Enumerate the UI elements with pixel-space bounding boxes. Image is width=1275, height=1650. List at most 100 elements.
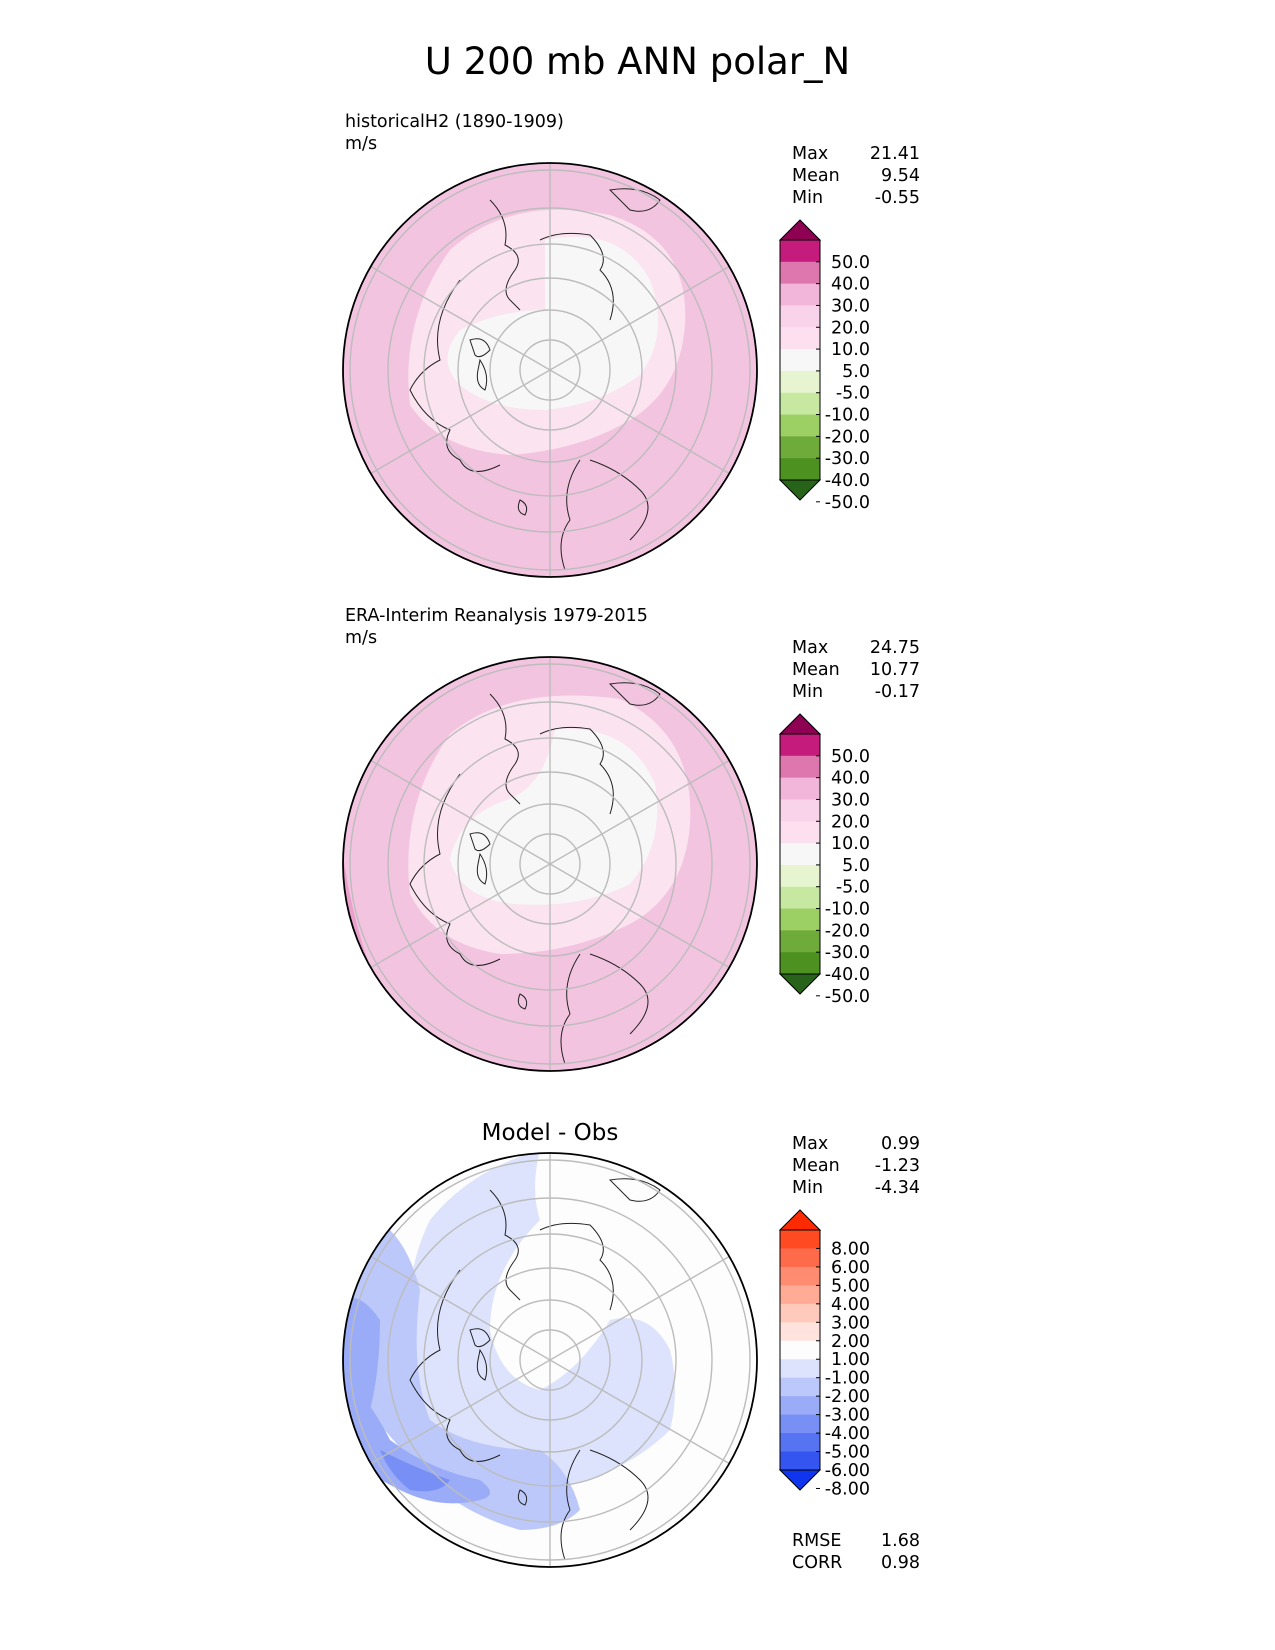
stat-mean: Mean 10.77 [792, 660, 920, 680]
colorbar-swatch [780, 1396, 820, 1416]
colorbar-tick-label: 50.0 [831, 253, 870, 273]
colorbar-tick-label: -30.0 [825, 943, 870, 963]
figure-title: U 200 mb ANN polar_N [424, 40, 851, 83]
colorbar-tick-label: -5.00 [825, 1443, 870, 1463]
colorbar-tick-label: -3.00 [825, 1406, 870, 1426]
stat-max: Max 24.75 [792, 638, 920, 658]
colorbar-tick-label: -40.0 [825, 965, 870, 985]
stat-mean: Mean -1.23 [792, 1156, 920, 1176]
stat-min: Min -0.55 [792, 188, 920, 208]
colorbar-swatch [780, 799, 820, 822]
colorbar-extend-max [778, 713, 822, 735]
colorbar-tick-label: 20.0 [831, 812, 870, 832]
colorbar-swatch [780, 843, 820, 866]
colorbar-swatch [780, 777, 820, 800]
colorbar-swatch [780, 1451, 820, 1471]
polar-map [342, 1152, 758, 1568]
colorbar-swatch [780, 370, 820, 394]
colorbar-tick-label: -30.0 [825, 449, 870, 469]
colorbar-swatch [780, 864, 820, 888]
panel-obs: ERA-Interim Reanalysis 1979-2015 m/s Max… [0, 494, 1275, 1072]
stats-block: Max 24.75 Mean 10.77 Min -0.17 [792, 637, 920, 703]
colorbar-tick-label: 40.0 [831, 769, 870, 789]
stat-max: Max 21.41 [792, 144, 920, 164]
stats-block: Max 0.99 Mean -1.23 Min -4.34 [792, 1133, 920, 1199]
colorbar-tick-label: 6.00 [831, 1258, 870, 1278]
colorbar-tick-label: -50.0 [825, 987, 870, 1007]
colorbar-tick-label: -6.00 [825, 1461, 870, 1481]
colorbar-swatch [780, 392, 820, 416]
colorbar-swatch [780, 930, 820, 953]
colorbar-tick-label: 20.0 [831, 318, 870, 338]
stat-mean: Mean 9.54 [792, 166, 920, 186]
panel-title: Model - Obs [481, 1120, 619, 1146]
colorbar: 8.006.005.004.003.002.001.00-1.00-2.00-3… [778, 1209, 870, 1499]
colorbar-swatch [780, 1230, 820, 1249]
colorbar-tick-label: -10.0 [825, 406, 870, 426]
colorbar-swatch [780, 305, 820, 328]
metric-rmse: RMSE 1.68 [792, 1531, 920, 1551]
colorbar-tick-label: -20.0 [825, 921, 870, 941]
colorbar-extend-max [778, 1209, 822, 1231]
colorbar-swatch [780, 734, 820, 757]
colorbar-tick-label: -5.0 [836, 384, 870, 404]
colorbar-tick-label: 2.00 [831, 1332, 870, 1352]
colorbar-swatch [780, 327, 820, 350]
colorbar-tick-label: -50.0 [825, 493, 870, 513]
stat-min: Min -0.17 [792, 682, 920, 702]
colorbar: 50.040.030.020.010.05.0-5.0-10.0-20.0-30… [778, 713, 870, 1007]
colorbar-tick-label: 30.0 [831, 790, 870, 810]
colorbar-swatch [780, 1359, 820, 1379]
colorbar-tick-label: -10.0 [825, 900, 870, 920]
colorbar-tick-label: 1.00 [831, 1350, 870, 1370]
stat-max: Max 0.99 [792, 1134, 920, 1154]
colorbar-swatch [780, 1248, 820, 1268]
polar-map [342, 162, 758, 578]
colorbar-swatch [780, 1266, 820, 1286]
colorbar-tick-label: 3.00 [831, 1313, 870, 1333]
colorbar-tick-label: 5.0 [842, 856, 870, 876]
colorbar-tick-label: -40.0 [825, 471, 870, 491]
colorbar-tick-label: -2.00 [825, 1387, 870, 1407]
colorbar-tick-label: -5.0 [836, 878, 870, 898]
panel-title: ERA-Interim Reanalysis 1979-2015 [345, 606, 648, 626]
panel-units: m/s [345, 628, 378, 648]
colorbar-swatch [780, 261, 820, 285]
panel-diff: Model - Obs Max 0.99 Mean -1.23 Min -4.34 [0, 990, 1275, 1573]
colorbar-tick-label: 5.00 [831, 1276, 870, 1296]
colorbar-swatch [780, 1285, 820, 1305]
panel-model: historicalH2 (1890-1909) m/s Max 21.41 Me… [0, 0, 1275, 578]
colorbar-swatch [780, 349, 820, 372]
colorbar-swatch [780, 755, 820, 779]
colorbar-swatch [780, 886, 820, 910]
polar-map [342, 656, 758, 1072]
colorbar-swatch [780, 414, 820, 437]
colorbar-tick-label: 30.0 [831, 296, 870, 316]
colorbar-tick-label: 10.0 [831, 340, 870, 360]
colorbar-swatch [780, 1377, 820, 1397]
colorbar-outline [779, 733, 821, 975]
colorbar-outline [779, 239, 821, 481]
colorbar-tick-label: -20.0 [825, 427, 870, 447]
colorbar: 50.040.030.020.010.05.0-5.0-10.0-20.0-30… [778, 219, 870, 513]
colorbar-swatch [780, 283, 820, 306]
colorbar-swatch [780, 821, 820, 844]
metric-corr: CORR 0.98 [792, 1553, 920, 1573]
colorbar-swatch [780, 436, 820, 459]
colorbar-outline [779, 1229, 821, 1471]
colorbar-swatch [780, 458, 820, 481]
colorbar-tick-label: 10.0 [831, 834, 870, 854]
colorbar-tick-label: 4.00 [831, 1295, 870, 1315]
panel-title: historicalH2 (1890-1909) [345, 112, 564, 132]
colorbar-extend-max [778, 219, 822, 241]
colorbar-tick-label: -8.00 [825, 1479, 870, 1499]
colorbar-swatch [780, 1340, 820, 1360]
colorbar-tick-label: 8.00 [831, 1239, 870, 1259]
colorbar-swatch [780, 952, 820, 975]
colorbar-swatch [780, 1414, 820, 1434]
stats-block: Max 21.41 Mean 9.54 Min -0.55 [792, 143, 920, 209]
colorbar-tick-label: 40.0 [831, 275, 870, 295]
colorbar-tick-label: -4.00 [825, 1424, 870, 1444]
colorbar-tick-label: 50.0 [831, 747, 870, 767]
colorbar-swatch [780, 1322, 820, 1342]
